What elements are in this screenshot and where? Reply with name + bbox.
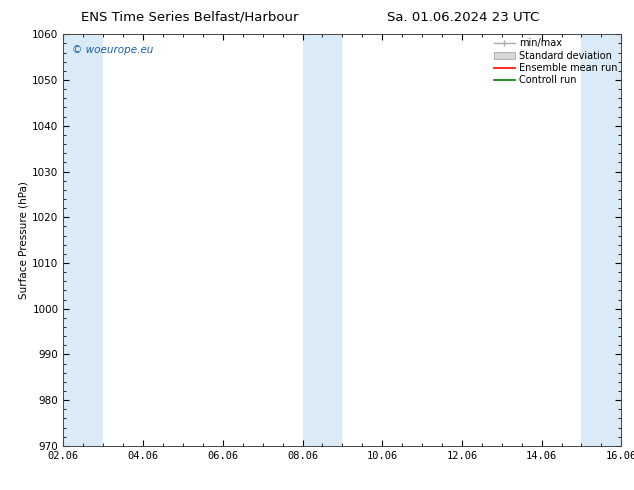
Y-axis label: Surface Pressure (hPa): Surface Pressure (hPa) [18, 181, 28, 299]
Text: ENS Time Series Belfast/Harbour: ENS Time Series Belfast/Harbour [81, 11, 299, 24]
Bar [581, 34, 634, 446]
Bar [63, 34, 103, 446]
Text: © woeurope.eu: © woeurope.eu [72, 45, 153, 54]
Bar [302, 34, 342, 446]
Text: Sa. 01.06.2024 23 UTC: Sa. 01.06.2024 23 UTC [387, 11, 539, 24]
Legend: min/max, Standard deviation, Ensemble mean run, Controll run: min/max, Standard deviation, Ensemble me… [492, 36, 619, 87]
